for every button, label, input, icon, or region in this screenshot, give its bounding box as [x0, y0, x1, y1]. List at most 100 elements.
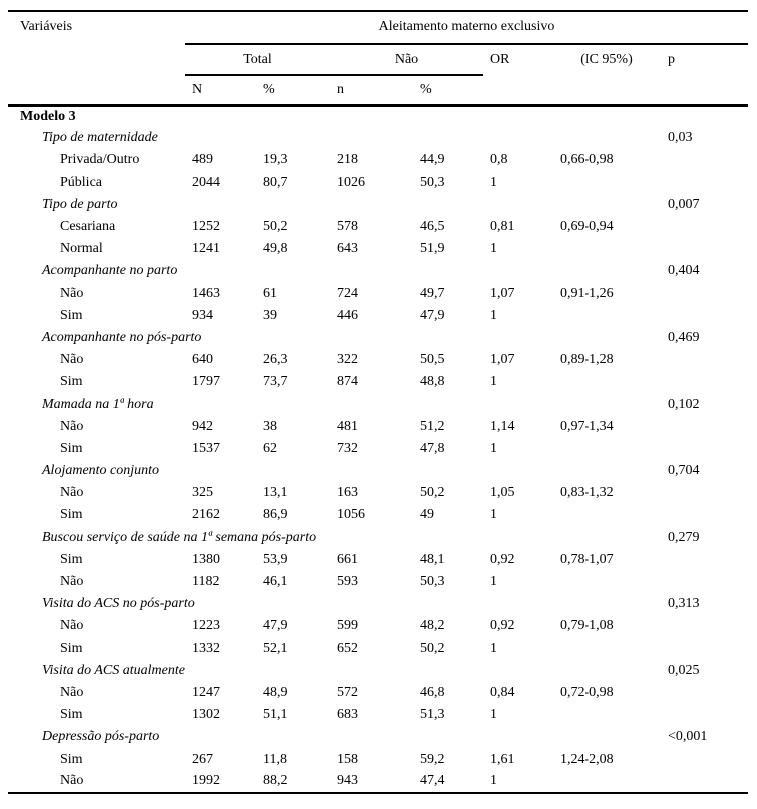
- cell-pct-total: 26,3: [263, 352, 288, 368]
- cell-p-value: 0,007: [668, 196, 700, 212]
- cell-p: [660, 704, 748, 726]
- cell-n-total: 934: [192, 307, 213, 323]
- cell-n-nao: 322: [337, 352, 358, 368]
- table-row: Acompanhante no pós-parto 0,469: [8, 327, 748, 349]
- table-row: Pública 2044 80,7 1026 50,3 1: [8, 172, 748, 194]
- cell-pct-nao: 47,9: [420, 307, 445, 323]
- cell-p: [660, 305, 748, 327]
- cell-pct-nao: 59,2: [420, 751, 445, 767]
- cell-p-value: 0,704: [668, 463, 700, 479]
- cell-pct-nao: 51,3: [420, 707, 445, 723]
- cell-ci: [553, 305, 660, 327]
- cell-pct-total: 86,9: [263, 507, 288, 523]
- table-row: Mamada na 1ª hora 0,102: [8, 393, 748, 415]
- cell-or: 1: [490, 507, 497, 523]
- cell-pct-nao: 48,2: [420, 618, 445, 634]
- category-row-label: Sim: [60, 707, 83, 723]
- cell-pct-total: 47,9: [263, 618, 288, 634]
- cell-or: 1,07: [490, 352, 515, 368]
- category-row-label: Sim: [60, 507, 83, 523]
- cell-n-nao: 661: [337, 551, 358, 567]
- table-row: Depressão pós-parto <0,001: [8, 726, 748, 748]
- cell-p: [660, 638, 748, 660]
- cell-or: 1: [490, 241, 497, 257]
- cell-ci: [553, 438, 660, 460]
- table-row: Buscou serviço de saúde na 1ª semana pós…: [8, 527, 748, 549]
- cell-ci: 0,83-1,32: [560, 485, 614, 501]
- cell-n-nao: 1026: [337, 174, 365, 190]
- cell-pct-total: 53,9: [263, 551, 288, 567]
- cell-pct-total: 61: [263, 285, 277, 301]
- table-row: Visita do ACS no pós-parto 0,313: [8, 593, 748, 615]
- cell-n-nao: 593: [337, 574, 358, 590]
- cell-pct-total: 51,1: [263, 707, 288, 723]
- table-row: Privada/Outro 489 19,3 218 44,9 0,8 0,66-0,98: [8, 149, 748, 171]
- cell-n-nao: 874: [337, 374, 358, 390]
- cell-pct-total: 88,2: [256, 770, 330, 794]
- cell-ci: 0,78-1,07: [560, 551, 614, 567]
- cell-n-total: 489: [192, 152, 213, 168]
- cell-p: [660, 438, 748, 460]
- table-row: Não 1182 46,1 593 50,3 1: [8, 571, 748, 593]
- cell-p: [660, 504, 748, 526]
- section-row-label: Modelo 3: [20, 108, 76, 124]
- cell-ci: [553, 238, 660, 260]
- cell-n-total: 1380: [192, 551, 220, 567]
- cell-p: [660, 549, 748, 571]
- cell-p: [660, 682, 748, 704]
- cell-ci: 0,89-1,28: [560, 352, 614, 368]
- cell-pct-total: 50,2: [263, 219, 288, 235]
- cell-or: 1: [490, 440, 497, 456]
- cell-n-total: 1537: [192, 440, 220, 456]
- table-row: Sim 1332 52,1 652 50,2 1: [8, 638, 748, 660]
- cell-p: [660, 149, 748, 171]
- cell-n-total: 2162: [192, 507, 220, 523]
- nao-group-header: Não: [330, 44, 483, 76]
- cell-or: 1: [490, 707, 497, 723]
- cell-pct-nao: 47,8: [420, 440, 445, 456]
- cell-p-value: 0,025: [668, 662, 700, 678]
- cell-ci: [553, 770, 660, 794]
- variable-row-label: Tipo de maternidade: [42, 130, 158, 146]
- cell-n-total: 1797: [192, 374, 220, 390]
- cell-n-nao: 643: [337, 241, 358, 257]
- cell-n-total: 1241: [192, 241, 220, 257]
- variable-row-label: Alojamento conjunto: [42, 463, 160, 479]
- cell-ci: 0,66-0,98: [560, 152, 614, 168]
- cell-pct-nao: 50,3: [420, 174, 445, 190]
- cell-p-value: <0,001: [668, 729, 708, 745]
- cell-n-nao: 572: [337, 684, 358, 700]
- cell-n-nao: 578: [337, 219, 358, 235]
- results-table: Variáveis Aleitamento materno exclusivo …: [8, 10, 749, 794]
- cell-n-total: 1252: [192, 219, 220, 235]
- table-row: Normal 1241 49,8 643 51,9 1: [8, 238, 748, 260]
- table-row: Não 1247 48,9 572 46,8 0,84 0,72-0,98: [8, 682, 748, 704]
- category-row-label: Sim: [60, 751, 83, 767]
- variable-row-label: Visita do ACS no pós-parto: [42, 596, 195, 612]
- cell-n-nao: 446: [337, 307, 358, 323]
- cell-n-total: 1992: [185, 770, 256, 794]
- variable-row-label: Acompanhante no parto: [42, 263, 178, 279]
- cell-n-total: 942: [192, 418, 213, 434]
- table-row: Não 1463 61 724 49,7 1,07 0,91-1,26: [8, 283, 748, 305]
- cell-p-value: 0,03: [668, 130, 693, 146]
- cell-p: [660, 172, 748, 194]
- cell-pct-nao: 51,9: [420, 241, 445, 257]
- table-row: Tipo de parto 0,007: [8, 194, 748, 216]
- table-row: Acompanhante no parto 0,404: [8, 260, 748, 282]
- cell-ci: 0,79-1,08: [560, 618, 614, 634]
- cell-or: 0,84: [490, 684, 515, 700]
- cell-pct-total: 19,3: [263, 152, 288, 168]
- cell-n-nao: 724: [337, 285, 358, 301]
- cell-p: [660, 238, 748, 260]
- category-row-label: Não: [60, 574, 84, 590]
- category-row-label: Não: [60, 352, 84, 368]
- cell-ci: [553, 571, 660, 593]
- variable-row-label: Depressão pós-parto: [42, 729, 160, 745]
- variable-row-label: Buscou serviço de saúde na 1ª semana pós…: [42, 529, 317, 545]
- category-row-label: Sim: [60, 640, 83, 656]
- table-row: Não 325 13,1 163 50,2 1,05 0,83-1,32: [8, 482, 748, 504]
- pct-total-column-header: %: [256, 75, 330, 107]
- table-row: Sim 1537 62 732 47,8 1: [8, 438, 748, 460]
- table-row: Visita do ACS atualmente 0,025: [8, 660, 748, 682]
